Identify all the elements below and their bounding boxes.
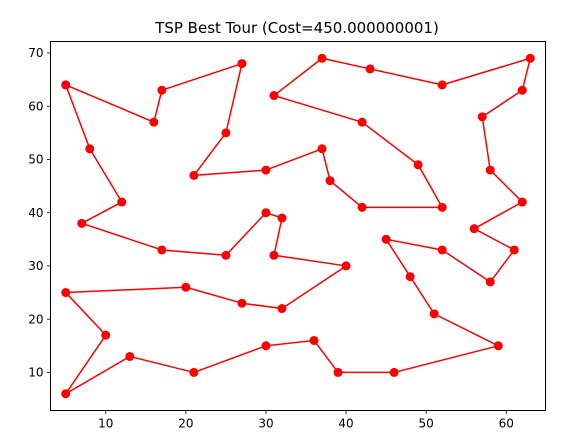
y-tick-label: 40 <box>28 206 43 220</box>
city-point <box>261 208 271 218</box>
city-point <box>261 165 271 175</box>
city-point <box>61 389 71 399</box>
y-tick-label: 20 <box>28 312 43 326</box>
city-point <box>61 288 71 298</box>
city-point <box>149 117 159 127</box>
city-points-group <box>61 53 535 399</box>
y-tick-label: 50 <box>28 153 43 167</box>
city-point <box>485 277 495 287</box>
city-point <box>269 91 279 101</box>
city-point <box>101 330 111 340</box>
x-tick-label: 40 <box>338 417 353 431</box>
city-point <box>277 213 287 223</box>
city-point <box>341 261 351 271</box>
x-tick-label: 10 <box>98 417 113 431</box>
y-tick-label: 10 <box>28 366 43 380</box>
tour-path-group <box>64 57 532 395</box>
city-point <box>61 80 71 90</box>
city-point <box>221 128 231 138</box>
city-point <box>405 272 415 282</box>
city-point <box>413 160 423 170</box>
city-point <box>317 53 327 63</box>
city-point <box>429 309 439 319</box>
city-point <box>437 80 447 90</box>
x-tick-label: 60 <box>499 417 514 431</box>
plot-frame <box>50 41 546 411</box>
city-point <box>493 341 503 351</box>
city-point <box>125 351 135 361</box>
city-point <box>469 224 479 234</box>
city-point <box>181 282 191 292</box>
city-point <box>277 304 287 314</box>
city-point <box>485 165 495 175</box>
city-point <box>221 250 231 260</box>
city-point <box>365 64 375 74</box>
city-point <box>157 245 167 255</box>
city-point <box>189 367 199 377</box>
city-point <box>517 85 527 95</box>
city-point <box>261 341 271 351</box>
city-point <box>525 53 535 63</box>
x-tick-label: 50 <box>419 417 434 431</box>
tour-line <box>64 57 532 395</box>
city-point <box>189 170 199 180</box>
y-tick-label: 60 <box>28 99 43 113</box>
city-point <box>85 144 95 154</box>
city-point <box>237 298 247 308</box>
x-tick-label: 30 <box>258 417 273 431</box>
city-point <box>357 117 367 127</box>
city-point <box>309 335 319 345</box>
y-tick-label: 70 <box>28 46 43 60</box>
city-point <box>317 144 327 154</box>
x-tick-label: 20 <box>178 417 193 431</box>
city-point <box>509 245 519 255</box>
city-point <box>517 197 527 207</box>
city-point <box>333 367 343 377</box>
city-point <box>117 197 127 207</box>
city-point <box>389 367 399 377</box>
city-point <box>477 112 487 122</box>
city-point <box>437 245 447 255</box>
city-point <box>357 202 367 212</box>
city-point <box>325 176 335 186</box>
chart-title: TSP Best Tour (Cost=450.000000001) <box>154 19 439 37</box>
y-tick-label: 30 <box>28 259 43 273</box>
city-point <box>381 234 391 244</box>
city-point <box>269 250 279 260</box>
city-point <box>77 218 87 228</box>
city-point <box>237 59 247 69</box>
axis-ticks: 10 20 30 40 50 60 10 20 30 40 50 60 70 <box>28 46 514 430</box>
city-point <box>437 202 447 212</box>
city-point <box>157 85 167 95</box>
